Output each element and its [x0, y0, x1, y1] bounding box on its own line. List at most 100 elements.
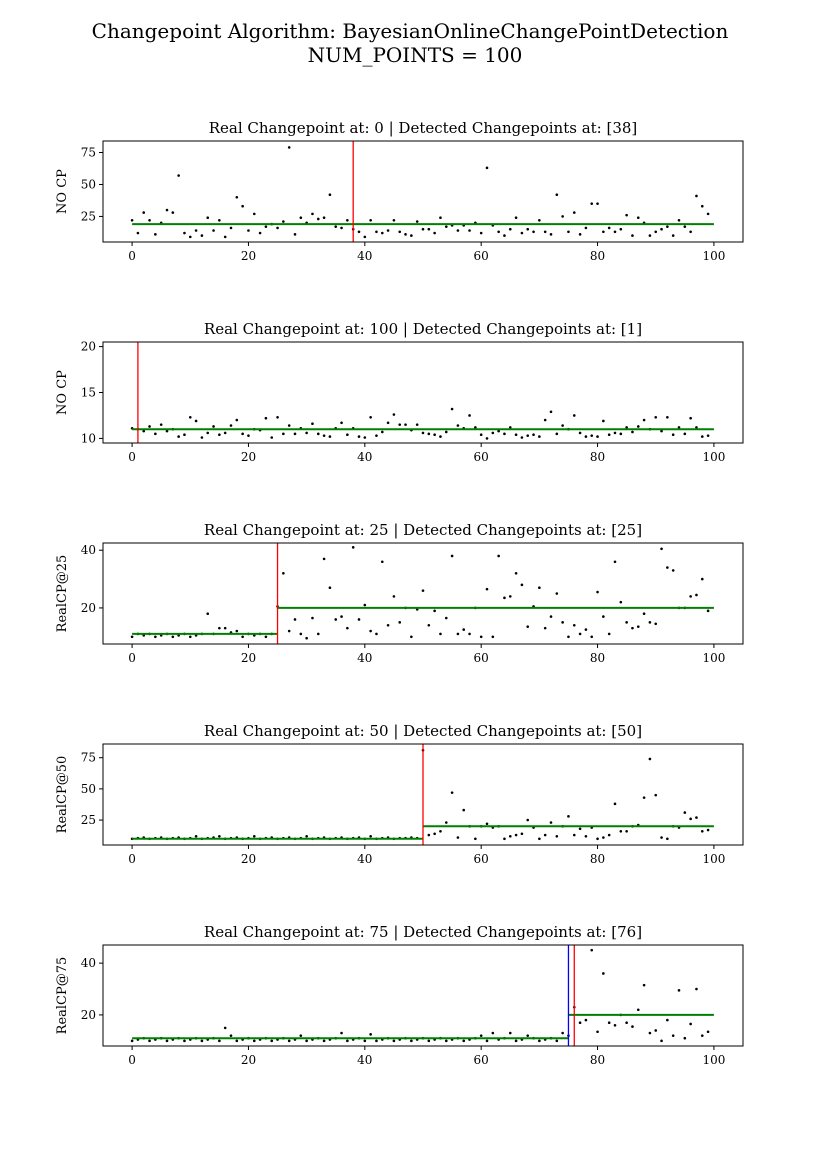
- data-point: [322, 1039, 326, 1043]
- data-point: [223, 235, 227, 239]
- data-point: [322, 216, 326, 220]
- x-tick-label: 60: [474, 450, 489, 464]
- subplot-3: Real Changepoint at: 25 | Detected Chang…: [55, 521, 744, 665]
- axes-frame: [102, 542, 744, 645]
- data-point: [508, 1031, 512, 1035]
- data-point: [514, 572, 518, 575]
- data-point: [596, 590, 599, 594]
- data-point: [497, 230, 500, 234]
- data-point: [567, 230, 570, 234]
- x-tick-label: 80: [590, 1053, 605, 1067]
- data-point: [706, 212, 710, 216]
- data-point: [613, 560, 617, 564]
- data-point: [410, 234, 413, 237]
- subplot-title: Real Changepoint at: 100 | Detected Chan…: [204, 320, 642, 338]
- data-point: [584, 435, 588, 438]
- data-point: [392, 218, 396, 222]
- data-point: [613, 1023, 617, 1027]
- data-point: [311, 212, 314, 216]
- data-point: [218, 218, 221, 222]
- plot-area: [130, 543, 714, 644]
- data-point: [508, 595, 512, 598]
- data-point: [369, 834, 372, 838]
- data-point: [666, 837, 669, 841]
- data-point: [695, 194, 698, 198]
- data-point: [654, 415, 658, 419]
- data-point: [328, 193, 332, 196]
- data-point: [520, 436, 524, 439]
- data-point: [706, 828, 710, 832]
- data-point: [485, 166, 489, 170]
- data-point: [695, 593, 698, 597]
- data-point: [212, 229, 215, 232]
- data-point: [439, 435, 442, 438]
- data-point: [264, 225, 268, 228]
- x-tick-label: 20: [241, 249, 256, 263]
- data-point: [456, 632, 460, 636]
- data-point: [154, 635, 157, 639]
- data-point: [421, 227, 425, 231]
- data-point: [363, 1039, 367, 1043]
- data-point: [491, 431, 495, 435]
- data-point: [514, 216, 518, 220]
- data-point: [264, 416, 268, 420]
- y-tick-label: 25: [81, 813, 96, 827]
- data-point: [555, 432, 559, 436]
- data-point: [689, 817, 692, 821]
- plot-area: [130, 342, 714, 443]
- data-point: [491, 635, 495, 639]
- data-point: [468, 414, 471, 417]
- plot-area: [130, 744, 714, 845]
- data-point: [369, 1033, 372, 1036]
- data-point: [596, 837, 599, 841]
- subplot-1: Real Changepoint at: 0 | Detected Change…: [55, 119, 744, 263]
- data-point: [671, 569, 675, 572]
- data-point: [334, 618, 338, 621]
- y-tick-label: 25: [81, 209, 96, 223]
- data-point: [171, 635, 175, 639]
- data-point: [171, 211, 175, 214]
- data-point: [188, 635, 192, 639]
- data-point: [340, 421, 343, 425]
- data-point: [316, 432, 320, 436]
- data-point: [404, 233, 407, 236]
- data-point: [578, 1021, 582, 1024]
- data-point: [549, 410, 553, 414]
- axes-frame: [102, 140, 744, 243]
- data-point: [654, 230, 658, 234]
- data-point: [456, 836, 460, 839]
- data-point: [572, 211, 576, 214]
- y-axis-label: RealCP@25: [55, 555, 70, 633]
- data-point: [305, 431, 308, 435]
- y-tick-label: 20: [81, 340, 96, 354]
- data-point: [631, 626, 634, 630]
- data-point: [683, 811, 687, 814]
- data-point: [578, 431, 582, 435]
- data-point: [538, 586, 541, 590]
- data-point: [706, 1030, 710, 1034]
- data-point: [520, 832, 524, 836]
- data-point: [258, 231, 262, 235]
- data-point: [660, 547, 663, 551]
- data-point: [462, 628, 466, 631]
- data-point: [322, 434, 326, 437]
- data-point: [602, 615, 605, 618]
- data-point: [666, 415, 669, 419]
- subplot-title: Real Changepoint at: 75 | Detected Chang…: [204, 923, 642, 941]
- data-point: [567, 635, 570, 639]
- x-tick-label: 40: [357, 651, 372, 665]
- data-point: [264, 635, 268, 639]
- data-point: [142, 211, 146, 214]
- data-point: [619, 600, 623, 604]
- data-point: [386, 421, 390, 425]
- data-point: [683, 225, 687, 228]
- data-point: [636, 1008, 640, 1012]
- data-point: [218, 433, 221, 437]
- data-point: [543, 230, 547, 234]
- data-point: [468, 632, 471, 636]
- data-point: [130, 1039, 134, 1043]
- data-point: [538, 435, 541, 438]
- data-point: [235, 195, 239, 199]
- x-tick-label: 20: [241, 852, 256, 866]
- x-tick-label: 0: [128, 1053, 136, 1067]
